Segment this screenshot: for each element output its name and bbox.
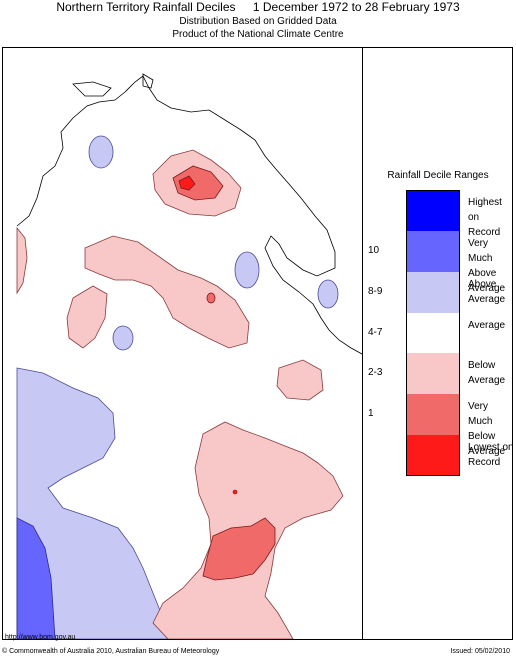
rainfall-map [16,73,362,639]
region-below-east [276,359,324,401]
legend-label: Above Average [468,278,506,305]
blob-above-4 [317,279,339,309]
legend-swatch [406,435,460,477]
subtitle-product: Product of the National Climate Centre [172,29,344,40]
region-very-much-above-average [16,517,56,639]
region-below-left-pocket [66,285,108,349]
legend-label: Lowest on Record [468,442,514,469]
blob-lowest-south [232,489,238,495]
legend-swatch [406,312,460,354]
legend-code: 8-9 [368,285,383,297]
region-below-central [84,235,250,349]
subtitle-distribution: Distribution Based on Gridded Data [179,16,337,27]
island-1 [72,81,112,97]
map-frame [2,47,513,640]
legend-label: Average [468,319,506,331]
legend-label: Below Average [468,360,506,387]
blob-above-1 [88,135,114,169]
legend-swatch [406,230,460,272]
blob-above-3 [112,325,134,351]
title-text: Northern Territory Rainfall Deciles [56,0,236,14]
footer-copyright: © Commonwealth of Australia 2010, Austra… [2,648,220,655]
region-below-west-left [16,226,28,295]
legend-label: Highest on Record [468,197,502,238]
legend-swatch [406,190,460,231]
map-title: Northern Territory Rainfall Deciles 1 De… [0,0,516,14]
legend-label: Very Much Below Average [468,401,506,458]
legend-divider [362,47,363,640]
date-range: 1 December 1972 to 28 February 1973 [252,0,460,14]
legend-code: 1 [368,408,374,420]
blob-above-2 [234,251,260,289]
footer-url[interactable]: http://www.bom.gov.au [5,634,76,641]
legend-border [406,190,460,477]
region-lowest-north [178,175,196,191]
blob-very-below-central [206,292,216,304]
legend-title: Rainfall Decile Ranges [387,170,489,181]
coastline [16,75,362,355]
island-2 [142,73,154,89]
legend-code: 2-3 [368,367,383,379]
legend-label: Very Much Above Average [468,237,506,294]
legend-code: 4-7 [368,326,383,338]
footer-issued: Issued: 05/02/2010 [450,648,510,655]
region-very-below-south [202,517,276,581]
legend-code: 10 [368,244,380,256]
region-very-below-north [172,165,224,201]
